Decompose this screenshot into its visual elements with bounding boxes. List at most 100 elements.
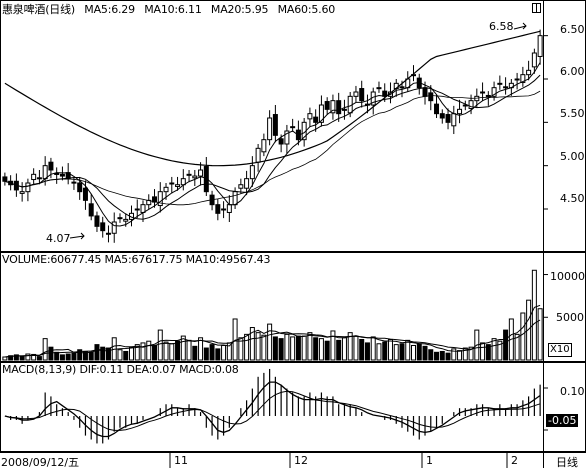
price-tick-600: 6.00 (560, 65, 585, 78)
volume-bar (336, 339, 342, 361)
candle-body (71, 181, 77, 184)
candle-body (261, 139, 267, 153)
candle-body (278, 138, 284, 145)
candle-body (485, 94, 491, 97)
price-panel[interactable]: 惠泉啤酒(日线) MA5:6.29 MA10:6.11 MA20:5.95 MA… (0, 0, 586, 252)
volume-bar (422, 345, 428, 361)
volume-bar (376, 343, 382, 361)
ma20-line (4, 90, 541, 206)
volume-tick-10000: 10000 (550, 270, 585, 283)
candle-body (399, 86, 405, 89)
volume-ma5-line (4, 304, 541, 358)
candle-body (186, 173, 192, 176)
volume-bar (514, 333, 520, 361)
macd-panel[interactable]: MACD(8,13,9) DIF:0.11 DEA:0.07 MACD:0.08… (0, 362, 586, 452)
ma60-line (4, 30, 541, 167)
volume-bar (313, 337, 319, 361)
candle-body (111, 221, 117, 234)
high-price-arrow (513, 22, 527, 30)
volume-bar-chart[interactable] (0, 252, 586, 362)
candle-body (77, 182, 83, 193)
volume-bar (36, 356, 42, 361)
panel-toggle-icon[interactable] (532, 3, 541, 13)
volume-bar (152, 344, 158, 361)
volume-bar (364, 342, 370, 361)
candle-body (307, 113, 313, 120)
candle-body (520, 74, 526, 83)
candle-body (497, 82, 503, 85)
ma5-line (4, 62, 541, 227)
volume-bar (105, 347, 111, 361)
candle-body (330, 100, 336, 114)
candle-body (313, 116, 319, 123)
volume-bar (65, 353, 71, 361)
candle-body (290, 126, 296, 129)
volume-bar (439, 350, 445, 361)
candle-body (451, 113, 457, 127)
candle-body (514, 78, 520, 81)
volume-bar (341, 337, 347, 361)
volume-bar (399, 343, 405, 361)
volume-bar (71, 352, 77, 361)
candle-body (2, 176, 8, 182)
volume-bar (428, 349, 434, 361)
volume-bar (249, 327, 255, 361)
volume-bar (13, 354, 19, 361)
candle-body (25, 182, 31, 193)
volume-bar (244, 333, 250, 361)
candle-body (100, 222, 106, 232)
volume-bar (411, 344, 417, 361)
low-price-arrow (69, 232, 85, 240)
candle-body (215, 204, 221, 214)
volume-bar (180, 335, 186, 361)
volume-bar (163, 341, 169, 361)
candle-body (42, 165, 48, 180)
candle-body (255, 147, 261, 163)
volume-bar (2, 356, 8, 361)
candle-body (169, 182, 175, 185)
volume-bar (209, 344, 215, 361)
candle-body (175, 184, 181, 187)
dif-line (4, 381, 541, 438)
candle-body (434, 103, 440, 115)
candle-body (439, 113, 445, 119)
candle-body (445, 114, 451, 123)
volume-unit-badge: X10 (548, 343, 572, 357)
candle-body (457, 108, 463, 115)
volume-bar (146, 340, 152, 361)
volume-bar (272, 336, 278, 361)
volume-bar (123, 350, 129, 361)
volume-bar (54, 351, 60, 361)
candle-body (353, 91, 359, 97)
volume-bar (480, 342, 486, 361)
volume-bar (261, 334, 267, 361)
price-candlestick-chart[interactable] (0, 0, 586, 252)
high-price-label: 6.58 (489, 20, 514, 33)
volume-bar (140, 342, 146, 361)
volume-bar (520, 312, 526, 361)
candle-body (48, 161, 54, 171)
candle-body (284, 130, 290, 145)
volume-bar (134, 344, 140, 361)
candle-body (272, 114, 278, 136)
candle-body (267, 117, 273, 141)
volume-tick-5000: 5000 (556, 311, 584, 324)
candle-body (157, 191, 163, 207)
candle-body (238, 184, 244, 189)
volume-bar (324, 340, 330, 361)
volume-bar (192, 345, 198, 361)
candle-body (376, 87, 382, 90)
volume-bar (59, 354, 65, 361)
volume-panel[interactable]: VOLUME:60677.45 MA5:67617.75 MA10:49567.… (0, 252, 586, 362)
candle-body (428, 92, 434, 102)
volume-bar (497, 340, 503, 361)
volume-bar (531, 269, 537, 361)
volume-bar (238, 337, 244, 361)
volume-bar (19, 355, 25, 361)
candle-body (336, 100, 342, 115)
volume-bar (94, 344, 100, 361)
volume-bar (267, 323, 273, 361)
volume-bar (128, 346, 134, 361)
volume-bar (353, 335, 359, 361)
